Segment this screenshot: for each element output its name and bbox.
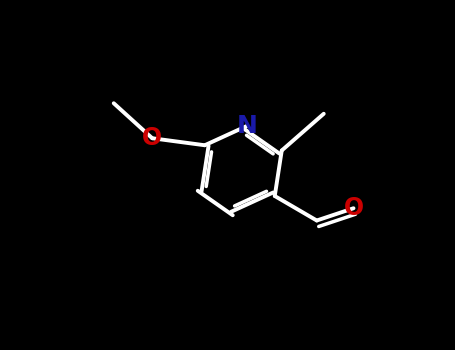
Text: O: O (142, 126, 162, 150)
Text: N: N (236, 114, 257, 138)
Text: O: O (344, 196, 364, 220)
